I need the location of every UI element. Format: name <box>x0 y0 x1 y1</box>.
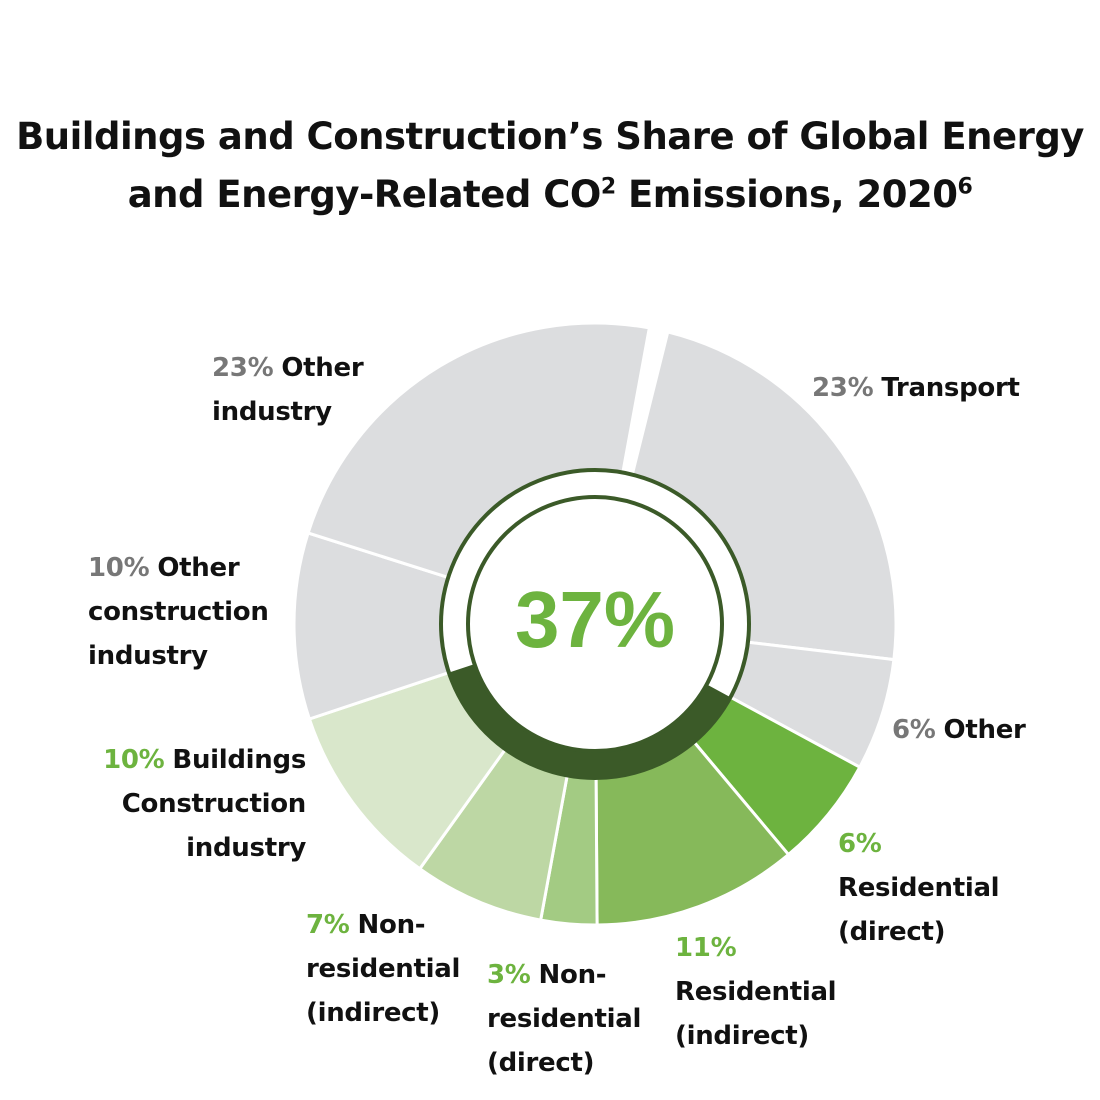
label-line: Construction <box>103 782 307 826</box>
label-line: residential <box>487 997 641 1041</box>
label-text: Transport <box>881 373 1020 403</box>
label-line: industry <box>212 390 363 434</box>
label-line: 10% Other <box>88 546 269 590</box>
label-line: 7% Non- <box>306 903 460 947</box>
label-other-industry: 23% Other industry <box>212 346 364 434</box>
label-text: Other <box>281 353 364 383</box>
label-text: Construction <box>121 789 307 819</box>
label-text: Residential <box>675 977 837 1007</box>
label-text: Other <box>157 553 240 583</box>
inner-ring <box>466 495 724 753</box>
title-text: Buildings and Construction’s Share of Gl… <box>16 115 1084 216</box>
label-text: (direct) <box>838 917 946 947</box>
label-line: 11% <box>675 926 836 970</box>
label-text: industry <box>186 833 306 863</box>
label-residential-indirect-: 11% Residential (indirect) <box>675 926 837 1058</box>
label-text: (direct) <box>487 1048 595 1078</box>
label-line: residential <box>306 947 460 991</box>
label-line: 6% Other <box>892 708 1026 752</box>
label-line: (direct) <box>838 910 999 954</box>
label-line: Residential <box>675 970 837 1014</box>
label-text: (indirect) <box>675 1021 810 1051</box>
label-other: 6% Other <box>892 708 1026 752</box>
label-text: construction <box>88 597 269 627</box>
label-line: industry <box>88 634 269 678</box>
label-line: 3% Non- <box>487 953 641 997</box>
label-non-residential-direct-: 3% Non-residential (direct) <box>487 953 641 1085</box>
label-percent: 6% <box>838 829 882 859</box>
center-label: 37% <box>514 575 676 664</box>
label-line: 23% Transport <box>812 366 1020 410</box>
title-superscript: 2 <box>600 174 616 200</box>
label-text: Buildings <box>172 745 306 775</box>
label-line: (indirect) <box>675 1014 836 1058</box>
label-percent: 23% <box>812 373 874 403</box>
label-line: 23% Other <box>212 346 364 390</box>
label-other-construction-industry: 10% Other construction industry <box>88 546 269 678</box>
label-percent: 10% <box>88 553 150 583</box>
label-percent: 3% <box>487 960 531 990</box>
label-text: Other <box>943 715 1026 745</box>
label-text: Non- <box>357 910 426 940</box>
label-text: industry <box>212 397 332 427</box>
label-text: residential <box>306 954 461 984</box>
label-line: 10% Buildings <box>103 738 306 782</box>
label-line: Residential <box>838 866 1000 910</box>
label-percent: 23% <box>212 353 274 383</box>
chart-title: Buildings and Construction’s Share of Gl… <box>0 108 1100 224</box>
label-line: (indirect) <box>306 991 460 1035</box>
label-residential-direct-: 6% Residential (direct) <box>838 822 1000 954</box>
label-text: Non- <box>538 960 607 990</box>
buildings-share-arc <box>448 664 731 779</box>
label-buildings-construction-industry: 10% Buildings Construction industry <box>103 738 306 870</box>
label-text: Residential <box>838 873 1000 903</box>
label-percent: 11% <box>675 933 737 963</box>
label-line: (direct) <box>487 1041 641 1085</box>
label-text: (indirect) <box>306 998 441 1028</box>
label-line: construction <box>88 590 269 634</box>
label-percent: 7% <box>306 910 350 940</box>
title-footnote: 6 <box>957 174 973 200</box>
label-transport: 23% Transport <box>812 366 1020 410</box>
label-text: residential <box>487 1004 642 1034</box>
label-percent: 10% <box>103 745 165 775</box>
title-suffix: Emissions, 2020 <box>615 173 958 216</box>
label-text: industry <box>88 641 208 671</box>
label-line: 6% <box>838 822 999 866</box>
label-line: industry <box>103 826 306 870</box>
label-non-residential-indirect-: 7% Non-residential (indirect) <box>306 903 460 1035</box>
label-percent: 6% <box>892 715 936 745</box>
